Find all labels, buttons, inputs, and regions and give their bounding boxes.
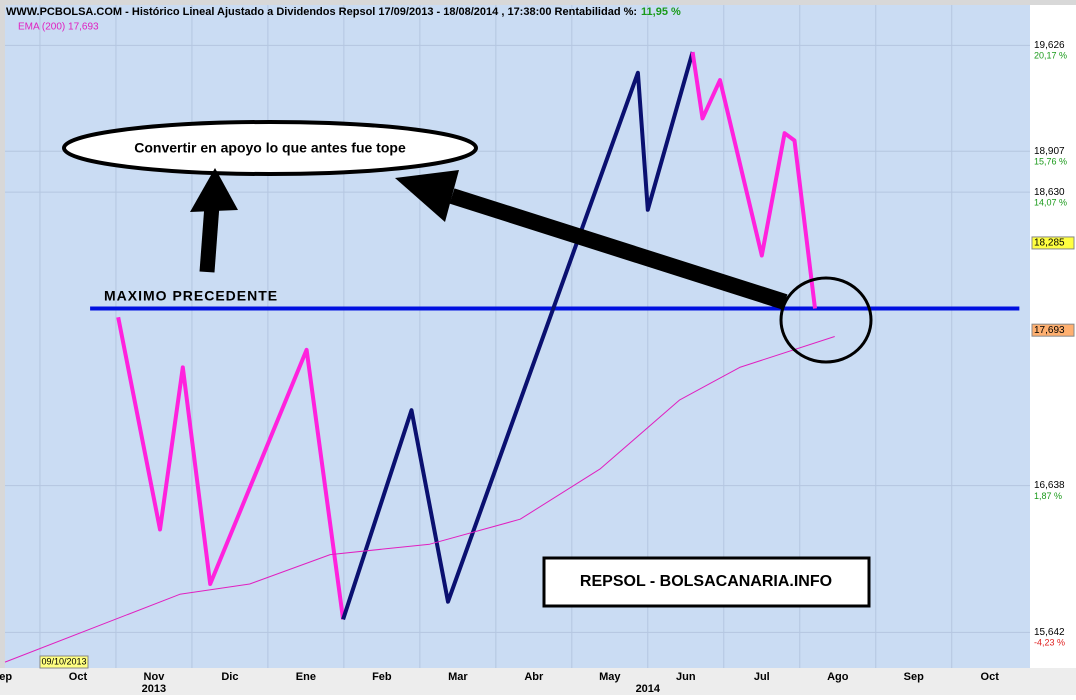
x-tick-label: Dic bbox=[221, 671, 238, 683]
note-ellipse bbox=[62, 120, 478, 176]
support-note: Convertir en apoyo lo que antes fue tope bbox=[134, 140, 406, 156]
y-tick-pct: 14,07 % bbox=[1034, 197, 1067, 207]
x-tick-label: Ago bbox=[827, 671, 849, 683]
chart-title: WWW.PCBOLSA.COM - Histórico Lineal Ajust… bbox=[6, 6, 681, 18]
date-box-label: 09/10/2013 bbox=[41, 656, 86, 666]
x-tick-label: Abr bbox=[524, 671, 544, 683]
price_marker-label: 18,285 bbox=[1034, 238, 1065, 249]
highlight-circle bbox=[779, 276, 873, 364]
arrow-left-head bbox=[395, 170, 459, 222]
ema-line bbox=[4, 336, 835, 663]
trend-line bbox=[116, 316, 346, 620]
x-tick-label: Ene bbox=[296, 671, 316, 683]
bottom-axis-area bbox=[0, 668, 1076, 695]
ema_marker-box bbox=[1031, 323, 1075, 337]
title-text: WWW.PCBOLSA.COM - Histórico Lineal Ajust… bbox=[6, 6, 637, 18]
year-label: 2013 bbox=[142, 683, 166, 695]
y-tick-pct: 15,76 % bbox=[1034, 157, 1067, 167]
year-label: 2014 bbox=[636, 683, 661, 695]
y-tick-label: 16,638 bbox=[1034, 480, 1065, 491]
trend-line bbox=[341, 51, 695, 621]
y-tick-pct: 20,17 % bbox=[1034, 51, 1067, 61]
return-label: 11,95 % bbox=[641, 6, 681, 18]
y-tick-label: 15,642 bbox=[1034, 627, 1065, 638]
x-tick-label: Sep bbox=[904, 671, 924, 683]
resistance-note: MAXIMO PRECEDENTE bbox=[104, 288, 278, 304]
x-tick-label: Jul bbox=[754, 671, 770, 683]
x-tick-label: May bbox=[599, 671, 621, 683]
x-tick-label: Jun bbox=[676, 671, 696, 683]
y-tick-pct: -4,23 % bbox=[1034, 638, 1065, 648]
y-tick-label: 18,630 bbox=[1034, 187, 1065, 198]
price_marker-box bbox=[1031, 236, 1075, 250]
y-tick-label: 18,907 bbox=[1034, 146, 1065, 157]
x-tick-label: Oct bbox=[981, 671, 1000, 683]
brand-note: REPSOL - BOLSACANARIA.INFO bbox=[580, 573, 832, 590]
brand-box bbox=[542, 556, 871, 608]
arrow-up bbox=[199, 204, 220, 273]
y-tick-label: 19,626 bbox=[1034, 40, 1065, 51]
ema-label: EMA (200) 17,693 bbox=[18, 22, 99, 33]
marks bbox=[4, 51, 1020, 663]
x-tick-label: Nov bbox=[144, 671, 166, 683]
x-tick-label: Sep bbox=[0, 671, 12, 683]
x-tick-label: Feb bbox=[372, 671, 392, 683]
x-tick-label: Mar bbox=[448, 671, 468, 683]
date-box bbox=[39, 655, 89, 669]
y-tick-pct: 1,87 % bbox=[1034, 491, 1062, 501]
arrow-left bbox=[449, 188, 788, 310]
ema_marker-label: 17,693 bbox=[1034, 325, 1065, 336]
trend-line bbox=[690, 51, 817, 309]
arrow-up-head bbox=[190, 168, 238, 212]
x-tick-label: Oct bbox=[69, 671, 88, 683]
